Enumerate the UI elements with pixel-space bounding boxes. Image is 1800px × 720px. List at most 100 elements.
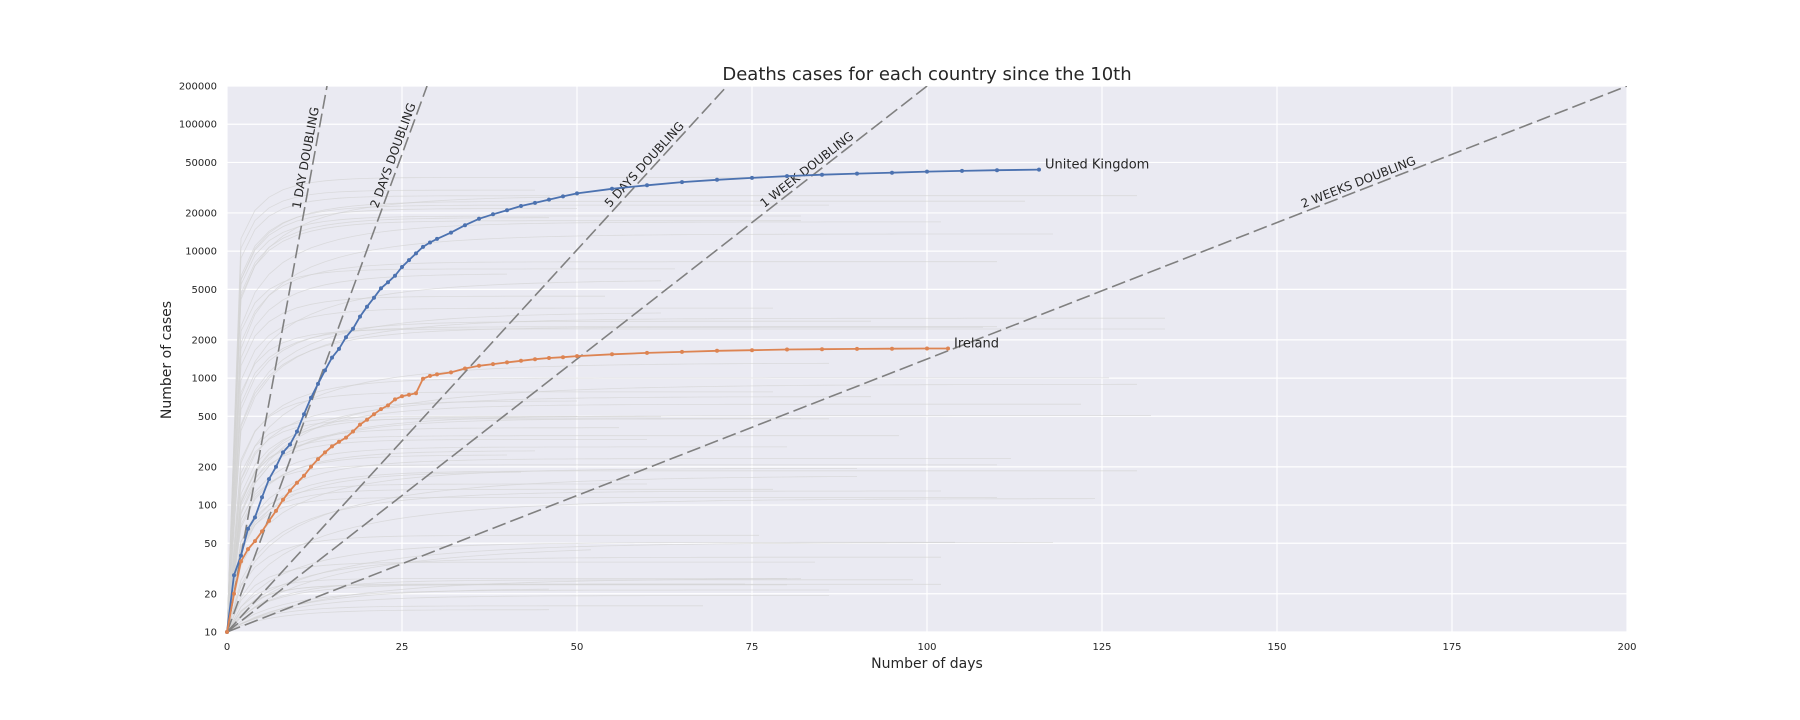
y-tick-label: 50 <box>204 539 217 550</box>
series-point <box>253 515 257 520</box>
y-tick-label: 10000 <box>185 247 217 258</box>
x-tick-label: 175 <box>1442 642 1461 653</box>
series-point <box>407 392 411 397</box>
series-point <box>1037 167 1041 172</box>
series-point <box>260 495 264 500</box>
series-point <box>645 183 649 188</box>
series-point <box>288 442 292 447</box>
series-point <box>365 417 369 422</box>
series-point <box>890 346 894 351</box>
series-point <box>358 422 362 427</box>
y-tick-label: 20 <box>204 589 217 600</box>
reference-line <box>227 86 328 632</box>
background-country-line <box>227 595 829 632</box>
series-point <box>365 304 369 309</box>
series-point <box>505 360 509 365</box>
series-point <box>379 407 383 412</box>
series-point <box>645 350 649 355</box>
x-tick-label: 75 <box>746 642 759 653</box>
series-point <box>316 457 320 462</box>
series-point <box>477 216 481 221</box>
series-point <box>610 186 614 191</box>
y-tick-label: 100 <box>198 501 217 512</box>
background-country-line <box>227 470 1137 632</box>
series-point <box>337 439 341 444</box>
series-point <box>358 314 362 319</box>
series-point <box>890 170 894 175</box>
series-point <box>267 518 271 523</box>
series-point <box>246 547 250 552</box>
doubling-reference-lines <box>227 86 1627 632</box>
y-tick-label: 5000 <box>192 285 217 296</box>
background-country-line <box>227 273 508 632</box>
series-point <box>925 169 929 174</box>
x-tick-label: 50 <box>571 642 584 653</box>
series-point <box>463 366 467 371</box>
series-point <box>400 265 404 269</box>
series-point <box>547 356 551 360</box>
series-point <box>260 529 264 534</box>
background-country-line <box>227 605 703 632</box>
series-point <box>239 559 243 564</box>
x-tick-label: 100 <box>917 642 936 653</box>
series-point <box>393 273 397 278</box>
series-point <box>946 346 950 351</box>
background-country-line <box>227 312 662 632</box>
series-point <box>400 394 404 399</box>
background-country-line <box>227 217 549 632</box>
series-label: United Kingdom <box>1045 158 1149 173</box>
background-country-line <box>227 415 1151 632</box>
series-point <box>295 480 299 485</box>
background-country-line <box>227 196 550 632</box>
series-point <box>316 381 320 386</box>
series-point <box>715 177 719 182</box>
series-point <box>246 526 250 531</box>
background-country-line <box>227 200 1025 632</box>
y-tick-label: 2000 <box>192 335 217 346</box>
series-line <box>226 347 948 633</box>
background-country-line <box>227 295 605 632</box>
series-point <box>533 357 537 362</box>
y-tick-label: 500 <box>198 412 217 423</box>
series-point <box>302 473 306 478</box>
series-point <box>295 429 299 434</box>
x-tick-label: 150 <box>1267 642 1286 653</box>
series-point <box>463 223 467 228</box>
series-point <box>344 335 348 340</box>
background-country-line <box>227 403 1081 632</box>
series-point <box>715 348 719 353</box>
series-point <box>414 251 418 256</box>
background-country-line <box>227 320 871 632</box>
series-point <box>449 230 453 235</box>
series-point <box>428 373 432 378</box>
series-point <box>351 326 355 331</box>
series-point <box>344 435 348 440</box>
x-tick-label: 125 <box>1092 642 1111 653</box>
series-point <box>785 347 789 352</box>
background-country-line <box>227 471 522 632</box>
series-point <box>386 403 390 408</box>
x-tick-label: 200 <box>1617 642 1636 653</box>
series-point <box>407 258 411 263</box>
series-point <box>239 553 243 558</box>
y-tick-label: 10 <box>204 628 217 639</box>
series-point <box>547 197 551 202</box>
series-point <box>680 349 684 354</box>
series-point <box>610 352 614 357</box>
series-point <box>491 212 495 217</box>
background-country-line <box>227 400 578 632</box>
y-tick-label: 100000 <box>179 120 217 131</box>
series-point <box>925 346 929 351</box>
series-point <box>960 168 964 173</box>
series-point <box>820 347 824 352</box>
background-country-line <box>227 427 619 632</box>
background-country-line <box>227 268 675 632</box>
series-point <box>449 370 453 375</box>
series-point <box>750 175 754 180</box>
background-country-line <box>227 483 647 632</box>
series-point <box>330 355 334 360</box>
series-point <box>428 240 432 245</box>
series-point <box>281 497 285 502</box>
reference-line <box>227 86 1627 632</box>
